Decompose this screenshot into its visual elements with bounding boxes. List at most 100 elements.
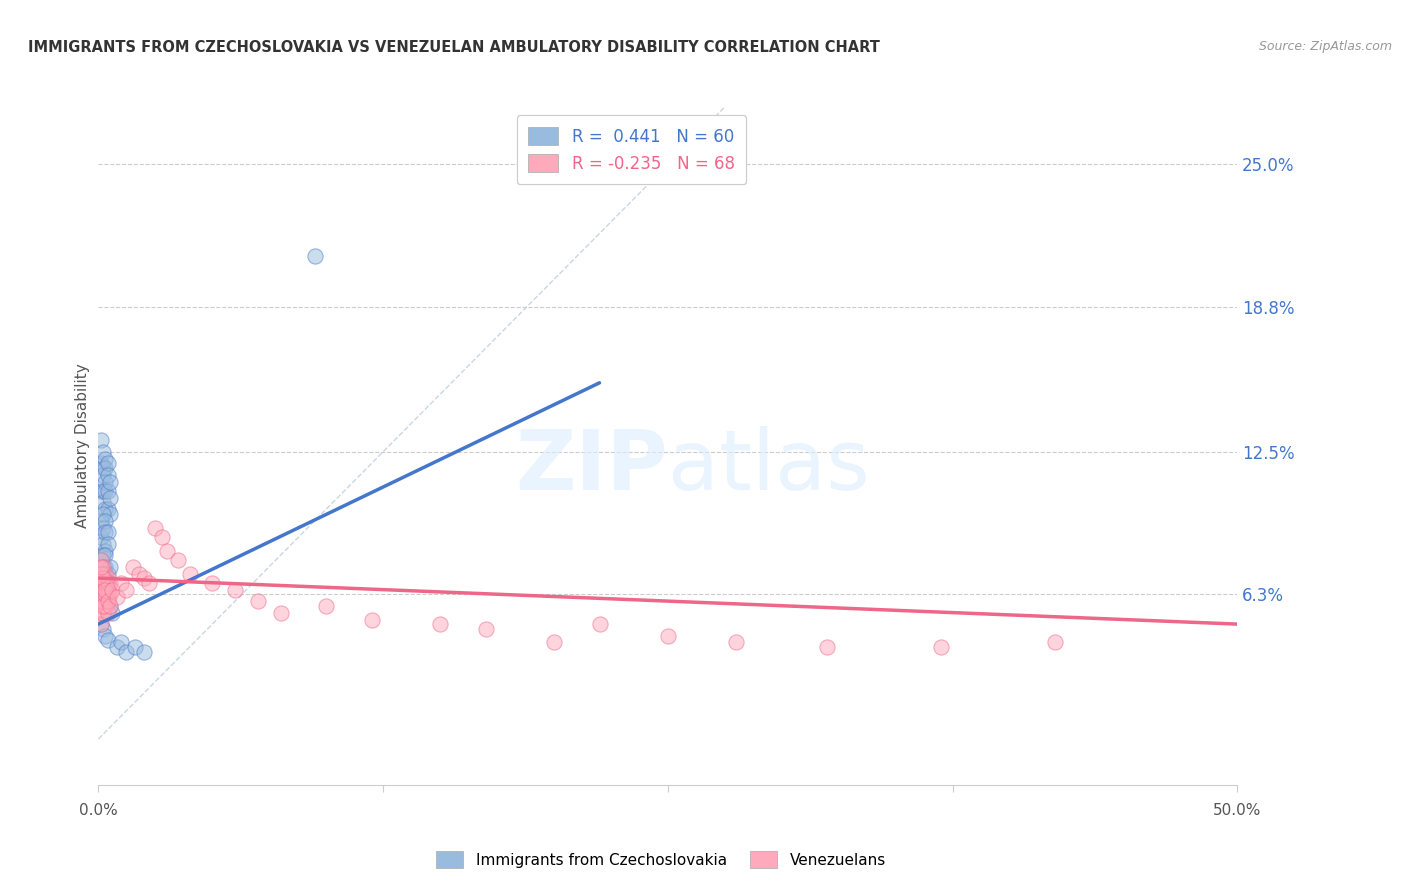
Point xyxy=(96,594,118,608)
Point xyxy=(90,575,112,590)
Point xyxy=(474,622,496,636)
Point xyxy=(96,590,118,604)
Point xyxy=(94,599,117,613)
Point xyxy=(543,635,565,649)
Point xyxy=(91,520,114,534)
Point xyxy=(90,575,112,590)
Point xyxy=(90,530,112,544)
Point xyxy=(91,536,114,550)
Point xyxy=(90,617,112,632)
Point xyxy=(96,536,118,550)
Point xyxy=(96,502,118,516)
Point xyxy=(94,575,117,590)
Point xyxy=(201,575,224,590)
Point xyxy=(98,587,121,601)
Point xyxy=(94,599,117,613)
Point xyxy=(90,434,112,448)
Point xyxy=(91,582,114,597)
Point xyxy=(96,566,118,581)
Point xyxy=(90,553,112,567)
Point xyxy=(94,559,117,574)
Point xyxy=(101,606,124,620)
Point xyxy=(110,635,132,649)
Point xyxy=(94,502,117,516)
Point xyxy=(90,594,112,608)
Point xyxy=(96,587,118,601)
Point xyxy=(114,582,136,597)
Point xyxy=(94,460,117,475)
Point xyxy=(98,475,121,489)
Text: ZIP: ZIP xyxy=(516,425,668,507)
Point xyxy=(94,483,117,498)
Point xyxy=(96,606,118,620)
Point xyxy=(96,456,118,470)
Point xyxy=(91,575,114,590)
Point xyxy=(315,599,337,613)
Point xyxy=(929,640,952,654)
Point xyxy=(90,514,112,528)
Point xyxy=(91,606,114,620)
Point xyxy=(150,530,173,544)
Point xyxy=(91,622,114,636)
Point xyxy=(96,633,118,648)
Point xyxy=(121,559,143,574)
Text: 50.0%: 50.0% xyxy=(1213,804,1261,818)
Point xyxy=(90,566,112,581)
Point xyxy=(98,491,121,505)
Point xyxy=(90,553,112,567)
Point xyxy=(91,587,114,601)
Point xyxy=(91,548,114,562)
Point xyxy=(91,559,114,574)
Point xyxy=(94,575,117,590)
Point xyxy=(224,582,246,597)
Point xyxy=(110,575,132,590)
Point xyxy=(91,606,114,620)
Point xyxy=(91,594,114,608)
Point xyxy=(91,460,114,475)
Point xyxy=(94,582,117,597)
Point xyxy=(98,599,121,613)
Point xyxy=(304,249,326,263)
Point xyxy=(167,553,190,567)
Point xyxy=(91,467,114,482)
Point xyxy=(91,571,114,585)
Point xyxy=(588,617,610,632)
Point xyxy=(94,451,117,466)
Point xyxy=(98,575,121,590)
Point xyxy=(96,575,118,590)
Legend: Immigrants from Czechoslovakia, Venezuelans: Immigrants from Czechoslovakia, Venezuel… xyxy=(429,844,893,875)
Point xyxy=(94,566,117,581)
Point xyxy=(246,594,269,608)
Point xyxy=(657,629,679,643)
Text: Source: ZipAtlas.com: Source: ZipAtlas.com xyxy=(1258,40,1392,54)
Y-axis label: Ambulatory Disability: Ambulatory Disability xyxy=(75,364,90,528)
Point xyxy=(98,507,121,521)
Point xyxy=(132,645,155,659)
Point xyxy=(105,640,128,654)
Point xyxy=(94,590,117,604)
Point xyxy=(94,587,117,601)
Point xyxy=(94,599,117,613)
Point xyxy=(96,571,118,585)
Point xyxy=(91,599,114,613)
Point xyxy=(91,582,114,597)
Point xyxy=(94,543,117,558)
Point xyxy=(90,483,112,498)
Point xyxy=(90,456,112,470)
Point xyxy=(91,594,114,608)
Point xyxy=(90,559,112,574)
Point xyxy=(128,566,150,581)
Point xyxy=(105,590,128,604)
Text: 0.0%: 0.0% xyxy=(79,804,118,818)
Point xyxy=(360,613,382,627)
Point xyxy=(98,559,121,574)
Point xyxy=(90,617,112,632)
Point xyxy=(815,640,838,654)
Point xyxy=(90,575,112,590)
Point xyxy=(94,571,117,585)
Point xyxy=(94,582,117,597)
Point xyxy=(98,599,121,613)
Point xyxy=(145,520,167,534)
Point xyxy=(1043,635,1066,649)
Point xyxy=(91,495,114,509)
